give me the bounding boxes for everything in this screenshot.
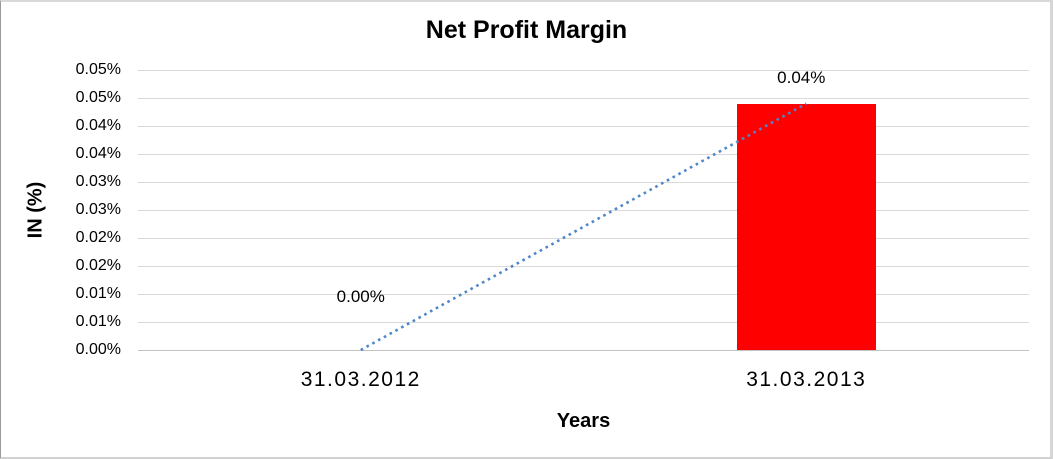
y-tick-label: 0.01%: [75, 285, 121, 302]
plot-area: 0.00% 0.04%: [138, 67, 1029, 352]
y-tick-label: 0.05%: [75, 61, 121, 78]
y-tick-label: 0.00%: [75, 341, 121, 358]
x-axis-title: Years: [556, 410, 611, 432]
y-tick-label: 0.03%: [75, 201, 121, 218]
y-gridline: [138, 70, 1029, 71]
data-label-31.03.2013: 0.04%: [777, 67, 826, 87]
y-tick-label: 0.01%: [75, 313, 121, 330]
y-gridline: [138, 210, 1029, 211]
y-gridline: [138, 294, 1029, 295]
y-tick-label: 0.04%: [75, 145, 121, 162]
y-gridline: [138, 238, 1029, 239]
trend-dotted-line: [360, 102, 807, 352]
y-tick-label: 0.05%: [75, 89, 121, 106]
chart-title: Net Profit Margin: [425, 16, 628, 44]
category-label-31.03.2012: 31.03.2012: [300, 368, 421, 391]
category-label-31.03.2013: 31.03.2013: [746, 368, 867, 391]
y-tick-label: 0.03%: [75, 173, 121, 190]
y-gridline: [138, 322, 1029, 323]
y-tick-label: 0.04%: [75, 117, 121, 134]
bar-31.03.2013: [736, 103, 876, 350]
y-gridline: [138, 154, 1029, 155]
y-gridline: [138, 266, 1029, 267]
x-axis-line: [138, 350, 1029, 351]
data-label-31.03.2012: 0.00%: [336, 287, 385, 306]
y-gridline: [138, 126, 1029, 127]
y-gridline: [138, 98, 1029, 99]
y-tick-label: 0.02%: [75, 229, 121, 246]
y-tick-label: 0.02%: [75, 257, 121, 274]
y-gridline: [138, 182, 1029, 183]
